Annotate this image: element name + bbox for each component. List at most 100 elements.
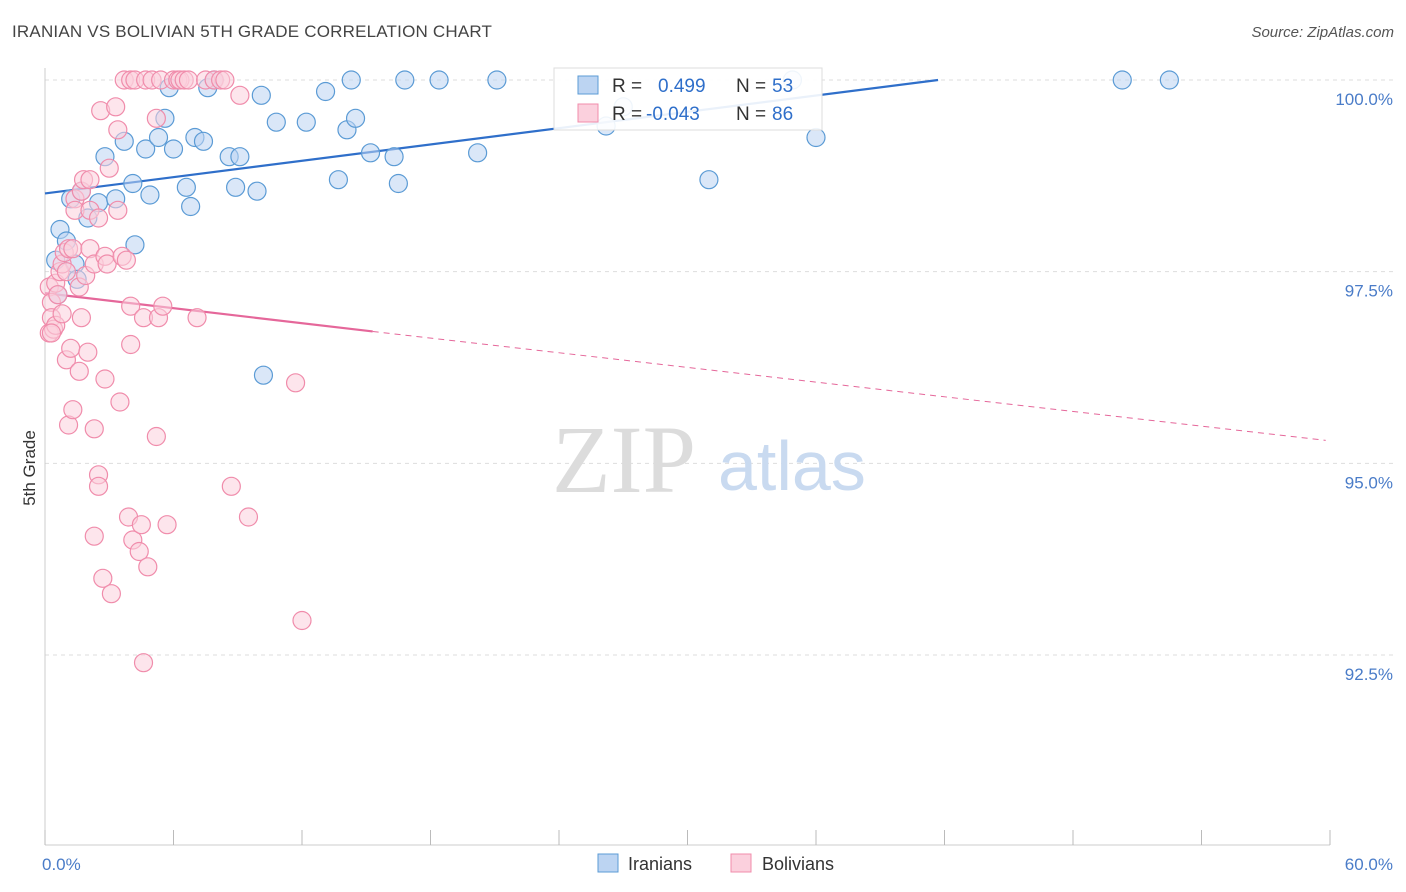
iranians-point-45	[468, 143, 488, 163]
series-legend: Iranians Bolivians	[597, 853, 834, 874]
bolivians-point-64	[146, 108, 166, 128]
legend-r-label-2: R =	[612, 104, 642, 125]
data-points	[39, 70, 1179, 673]
bolivians-point-58	[131, 515, 151, 535]
y-axis-title: 5th Grade	[20, 430, 39, 506]
bolivians-point-45	[108, 120, 128, 140]
iranians-point-17	[148, 127, 169, 148]
watermark: ZIP atlas	[552, 406, 866, 513]
bolivians-point-43	[101, 584, 121, 604]
bolivians-point-35	[88, 476, 109, 496]
legend-n-label-2: N =	[736, 104, 766, 125]
bolivians-point-75	[187, 308, 207, 328]
bolivians-point-80	[221, 476, 241, 496]
iranians-point-32	[253, 365, 274, 385]
bolivians-trend-line	[44, 292, 373, 333]
iranians-point-49	[699, 170, 719, 190]
iranians-point-20	[163, 139, 184, 159]
bolivians-point-30	[80, 170, 100, 190]
iranians-point-30	[247, 181, 267, 201]
bolivians-point-32	[84, 526, 104, 546]
iranians-point-53	[1159, 70, 1179, 90]
iranians-point-31	[251, 85, 271, 105]
legend-r-value-2: -0.043	[646, 104, 700, 125]
bolivians-point-54	[121, 334, 141, 355]
tick-labels: 100.0% 97.5% 95.0% 92.5% 0.0% 60.0%	[42, 90, 1393, 874]
bolivians-point-74	[178, 70, 199, 90]
bolivians-point-62	[138, 557, 158, 577]
x-tick-label-0: 0.0%	[42, 855, 81, 874]
iranians-point-52	[1112, 70, 1132, 90]
iranians-point-40	[360, 143, 381, 163]
iranians-point-22	[181, 196, 201, 217]
bolivians-trend-line-dashed	[372, 330, 1326, 441]
iranians-point-33	[266, 112, 286, 132]
bolivians-point-16	[61, 338, 81, 358]
iranians-point-42	[388, 173, 408, 194]
iranians-point-38	[341, 70, 361, 90]
legend-n-label-1: N =	[736, 76, 766, 97]
bolivians-point-85	[41, 323, 62, 343]
bolivians-point-36	[88, 208, 109, 228]
legend-box	[553, 67, 823, 131]
correlation-legend: R = 0.499 N = 53 R = -0.043 N = 86	[553, 67, 823, 131]
legend-r-label-1: R =	[612, 76, 642, 97]
iranians-point-28	[226, 177, 246, 197]
bottom-legend-swatch-bolivians	[730, 853, 752, 873]
bolivians-point-7	[48, 285, 68, 305]
x-tick-label-1: 60.0%	[1345, 855, 1393, 874]
bolivians-point-57	[129, 541, 149, 562]
gridlines	[45, 79, 1395, 656]
iranians-point-36	[328, 170, 349, 190]
bolivians-point-42	[99, 158, 119, 178]
bolivians-point-79	[215, 70, 235, 90]
bolivians-point-82	[238, 507, 259, 527]
y-tick-label-0: 100.0%	[1335, 90, 1393, 109]
bolivians-point-46	[108, 200, 128, 220]
bolivians-point-69	[157, 515, 177, 535]
bolivians-point-17	[63, 400, 83, 420]
bolivians-point-84	[292, 610, 312, 631]
bolivians-point-33	[84, 419, 104, 439]
bottom-legend-swatch-iranians	[597, 853, 619, 873]
iranians-point-51	[806, 127, 826, 148]
bolivians-point-18	[63, 239, 83, 259]
iranians-point-14	[125, 235, 145, 255]
bolivians-point-47	[110, 392, 130, 412]
bolivians-point-40	[95, 369, 115, 389]
iranians-point-16	[140, 185, 160, 205]
legend-swatch-bolivians	[577, 103, 599, 123]
bolivians-point-21	[69, 361, 89, 381]
iranians-point-41	[384, 147, 404, 167]
iranians-point-21	[176, 177, 196, 197]
bolivians-point-81	[230, 85, 250, 105]
bolivians-point-65	[146, 426, 166, 447]
bolivians-point-44	[106, 97, 126, 117]
bolivians-point-83	[285, 373, 306, 393]
iranians-point-34	[296, 112, 316, 132]
legend-r-value-1: 0.499	[658, 76, 706, 97]
trend-lines	[44, 78, 1326, 441]
y-tick-label-1: 97.5%	[1345, 282, 1393, 301]
y-tick-label-2: 95.0%	[1345, 473, 1393, 492]
bolivians-point-53	[121, 296, 141, 316]
bottom-legend-bolivians: Bolivians	[762, 854, 834, 874]
bolivians-point-27	[78, 342, 98, 362]
iranians-point-24	[193, 131, 214, 151]
bolivians-point-10	[52, 304, 72, 324]
watermark-atlas: atlas	[718, 427, 866, 505]
bolivians-point-12	[56, 262, 77, 282]
bottom-legend-iranians: Iranians	[628, 854, 692, 874]
watermark-zip: ZIP	[552, 406, 696, 513]
iranians-point-39	[345, 108, 366, 128]
bolivians-point-24	[71, 308, 92, 328]
bolivians-point-39	[93, 568, 113, 588]
bolivians-point-59	[133, 653, 154, 673]
legend-n-value-1: 53	[772, 76, 793, 97]
iranians-point-35	[315, 81, 336, 102]
chart-source: Source: ZipAtlas.com	[1251, 24, 1394, 41]
iranians-point-13	[123, 173, 143, 194]
iranians-point-43	[395, 70, 415, 90]
legend-n-value-2: 86	[772, 104, 793, 125]
